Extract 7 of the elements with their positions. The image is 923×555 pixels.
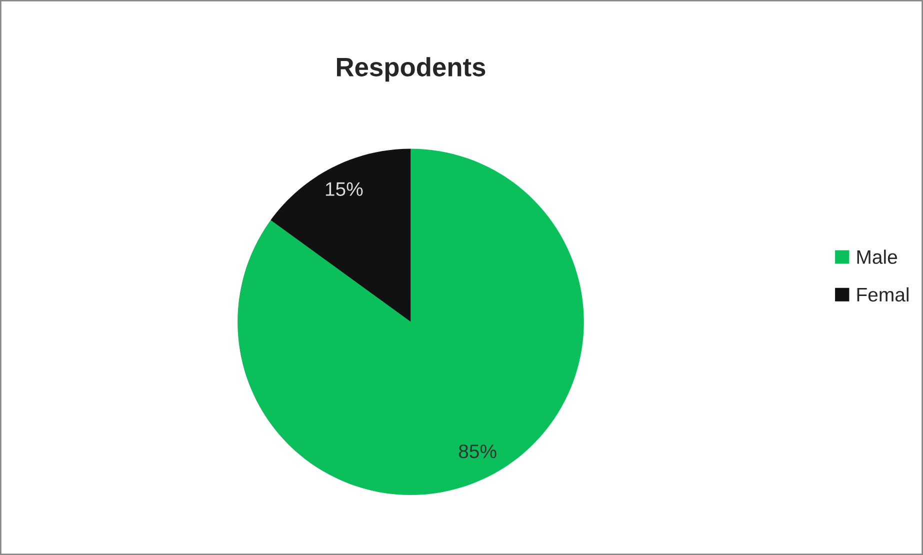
- legend-label: Male: [857, 250, 898, 264]
- data-label: 85%: [458, 444, 496, 458]
- data-label: 15%: [326, 182, 363, 196]
- chart-title: Respodents: [336, 57, 486, 82]
- legend-label: Femal: [857, 287, 908, 302]
- pie-slice: [238, 148, 584, 496]
- pie-slice: [270, 148, 411, 322]
